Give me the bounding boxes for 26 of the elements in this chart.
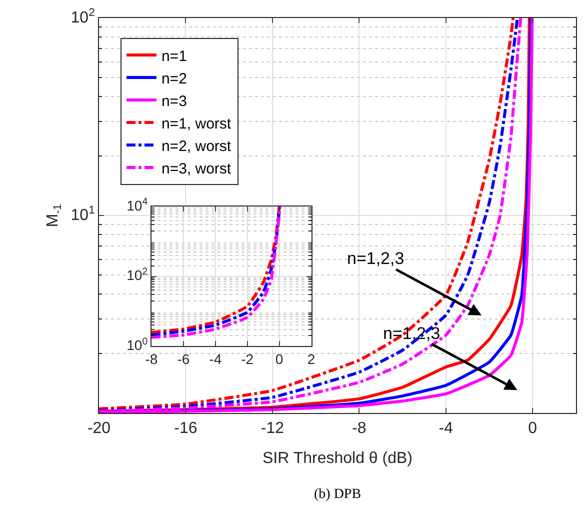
x-tick-label: -6	[177, 351, 190, 368]
x-tick-label: -16	[174, 420, 198, 438]
x-tick-label: -4	[438, 420, 454, 438]
legend-label: n=3	[161, 92, 187, 110]
legend-label: n=2, worst	[161, 138, 232, 155]
x-tick-label: -8	[145, 351, 158, 368]
y-tick-label: 10$^{1}$	[70, 204, 95, 224]
x-tick-label: 0	[275, 351, 284, 368]
text: (b) DPB	[314, 487, 362, 502]
x-tick-label: -4	[209, 351, 222, 368]
y-tick-label: 10$^{2}$	[126, 266, 148, 284]
x-tick-label: 0	[528, 420, 538, 438]
y-tick-label: 10$^{4}$	[126, 196, 148, 214]
y-tick-label: 10$^{0}$	[126, 336, 148, 354]
x-tick-label: -8	[352, 420, 366, 438]
x-axis-title: SIR Threshold θ (dB)	[262, 450, 412, 467]
x-tick-label: 2	[307, 351, 316, 368]
legend-label: n=3, worst	[161, 160, 232, 178]
x-tick-label: -12	[260, 420, 284, 438]
legend-label: n=1, worst	[161, 115, 232, 132]
legend-label: n=2	[161, 70, 187, 88]
y-tick-label: 10$^{2}$	[70, 6, 95, 27]
x-tick-label: -2	[241, 351, 254, 368]
annotation: n=1,2,3	[347, 249, 404, 268]
legend-label: n=1	[161, 48, 187, 65]
x-tick-label: -20	[87, 420, 111, 438]
